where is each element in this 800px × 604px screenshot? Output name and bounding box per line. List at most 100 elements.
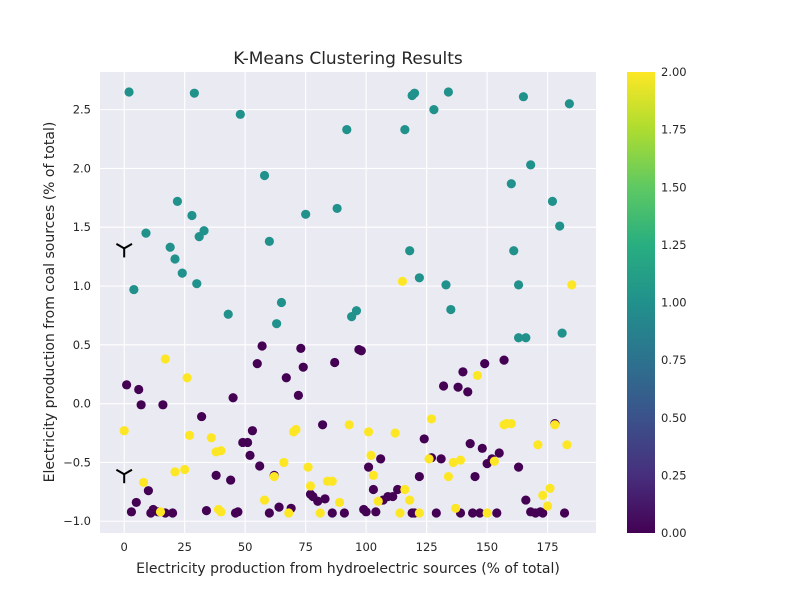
data-point-cluster-2 — [216, 446, 226, 456]
data-point-cluster-0 — [494, 448, 504, 458]
data-point-cluster-2 — [259, 495, 270, 505]
data-point-cluster-2 — [426, 414, 437, 424]
y-tick-label: 2.0 — [73, 161, 91, 175]
data-point-cluster-2 — [155, 507, 166, 517]
data-point-cluster-1 — [446, 304, 456, 315]
data-point-cluster-0 — [197, 411, 207, 422]
data-point-cluster-1 — [557, 328, 567, 338]
y-tick-label: 1.0 — [73, 279, 91, 293]
data-point-cluster-0 — [414, 471, 424, 482]
data-point-cluster-2 — [395, 508, 405, 518]
data-point-cluster-0 — [264, 508, 274, 518]
data-point-cluster-1 — [141, 228, 151, 238]
data-point-cluster-0 — [252, 359, 262, 369]
data-point-cluster-1 — [199, 226, 209, 236]
colorbar-tick-label: 1.25 — [661, 238, 687, 252]
data-point-cluster-2 — [538, 490, 548, 500]
centroid-layer — [115, 243, 133, 484]
data-point-cluster-2 — [180, 464, 190, 475]
data-point-cluster-0 — [339, 508, 349, 518]
data-point-cluster-2 — [567, 280, 577, 290]
data-point-cluster-1 — [509, 246, 519, 256]
data-point-cluster-2 — [216, 507, 226, 517]
data-point-cluster-1 — [124, 87, 134, 97]
data-point-cluster-2 — [291, 424, 301, 435]
data-point-cluster-1 — [235, 109, 245, 119]
data-point-cluster-0 — [470, 471, 480, 482]
x-tick-label: 125 — [416, 540, 438, 554]
data-point-cluster-2 — [472, 370, 483, 381]
data-point-cluster-2 — [533, 440, 543, 450]
data-point-cluster-1 — [506, 179, 516, 189]
data-point-cluster-0 — [431, 508, 441, 518]
x-axis-label: Electricity production from hydroelectri… — [136, 561, 560, 577]
data-point-cluster-0 — [480, 359, 490, 369]
centroid-arm — [123, 468, 133, 476]
centroid-marker — [115, 243, 133, 258]
colorbar-tick-label: 1.00 — [661, 296, 687, 310]
x-tick-label: 25 — [177, 540, 192, 554]
data-point-cluster-0 — [255, 461, 265, 471]
data-point-cluster-2 — [414, 508, 424, 518]
data-point-cluster-1 — [518, 92, 529, 102]
data-point-cluster-2 — [303, 462, 313, 472]
data-point-cluster-0 — [201, 506, 212, 516]
data-point-cluster-0 — [228, 393, 238, 403]
x-tick-label: 150 — [476, 540, 498, 554]
data-point-cluster-2 — [160, 354, 170, 364]
data-point-cluster-0 — [468, 508, 478, 518]
data-point-cluster-0 — [274, 502, 284, 512]
y-tick-label: −1.0 — [63, 514, 91, 528]
data-point-cluster-2 — [550, 420, 560, 430]
y-tick-label: −0.5 — [63, 455, 91, 469]
data-point-cluster-1 — [414, 273, 424, 283]
colorbar-tick-label: 0.00 — [661, 526, 687, 540]
y-tick-label: 0.5 — [73, 338, 91, 352]
colorbar-tick-label: 0.50 — [661, 411, 687, 425]
data-point-cluster-1 — [165, 242, 175, 252]
data-point-cluster-0 — [371, 507, 381, 517]
data-point-cluster-0 — [131, 497, 141, 508]
data-point-cluster-0 — [513, 462, 524, 472]
data-point-cluster-2 — [182, 373, 192, 383]
data-point-cluster-2 — [138, 477, 149, 488]
x-tick-label: 0 — [121, 540, 128, 554]
data-point-cluster-0 — [281, 373, 291, 383]
data-point-cluster-0 — [419, 434, 429, 444]
data-point-cluster-1 — [301, 209, 311, 219]
data-point-cluster-0 — [363, 462, 374, 472]
data-point-cluster-2 — [363, 427, 374, 437]
data-point-cluster-0 — [293, 390, 303, 401]
data-point-cluster-0 — [317, 420, 328, 430]
data-point-cluster-0 — [211, 470, 221, 480]
data-point-cluster-2 — [499, 420, 509, 430]
data-point-cluster-0 — [438, 381, 449, 391]
data-point-cluster-0 — [167, 508, 178, 518]
data-point-cluster-2 — [455, 455, 466, 465]
data-point-cluster-2 — [451, 503, 461, 513]
data-point-cluster-1 — [513, 333, 524, 343]
data-point-cluster-1 — [187, 210, 197, 221]
data-point-cluster-1 — [441, 280, 451, 290]
data-point-cluster-2 — [373, 496, 383, 506]
centroid-arm — [115, 243, 125, 250]
data-point-cluster-0 — [463, 387, 473, 397]
data-point-cluster-2 — [206, 433, 216, 443]
data-point-cluster-0 — [245, 450, 255, 460]
data-point-cluster-1 — [170, 254, 180, 264]
data-point-cluster-0 — [356, 346, 366, 356]
data-point-cluster-0 — [361, 507, 371, 517]
x-tick-labels: 0 25 50 75 100 125 150 175 — [121, 540, 559, 554]
y-axis-label: Electricity production from coal sources… — [42, 122, 58, 483]
data-point-cluster-0 — [521, 495, 531, 505]
data-point-cluster-1 — [564, 99, 574, 109]
x-tick-label: 75 — [298, 540, 313, 554]
data-point-cluster-2 — [506, 419, 516, 429]
data-point-cluster-2 — [397, 276, 408, 286]
data-point-cluster-0 — [134, 384, 144, 395]
data-point-cluster-0 — [143, 486, 153, 496]
data-point-cluster-2 — [443, 471, 454, 482]
data-point-cluster-0 — [477, 443, 487, 453]
data-point-cluster-1 — [405, 246, 415, 256]
